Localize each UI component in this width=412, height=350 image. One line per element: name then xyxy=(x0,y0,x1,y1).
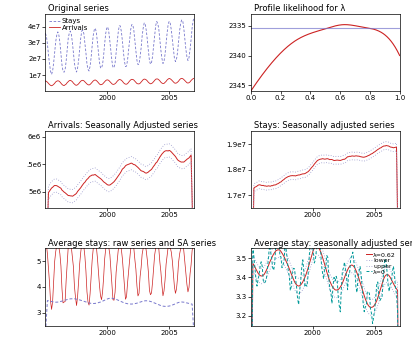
upper xyxy=(294,275,299,279)
λ=0.62 xyxy=(270,254,275,258)
Legend: λ=0.62, lower, upper, λ=0: λ=0.62, lower, upper, λ=0 xyxy=(365,252,396,275)
Stays xyxy=(150,54,155,58)
upper xyxy=(314,236,319,240)
upper xyxy=(356,266,360,270)
lower xyxy=(270,261,275,266)
Stays xyxy=(192,16,197,20)
upper xyxy=(371,296,376,301)
λ=0 xyxy=(270,265,275,270)
Line: λ=0: λ=0 xyxy=(251,231,400,350)
Text: Average stays: raw series and SA series: Average stays: raw series and SA series xyxy=(48,239,216,247)
λ=0.62 xyxy=(294,283,299,287)
Arrivals xyxy=(66,79,71,84)
Legend: Stays, Arrivals: Stays, Arrivals xyxy=(49,18,89,32)
Arrivals xyxy=(192,76,197,80)
λ=0.62 xyxy=(369,305,374,309)
Text: Arrivals: Seasonally Adjusted series: Arrivals: Seasonally Adjusted series xyxy=(48,121,198,131)
Line: lower: lower xyxy=(251,254,400,350)
Line: λ=0.62: λ=0.62 xyxy=(251,246,400,350)
upper xyxy=(270,246,275,250)
Stays xyxy=(54,33,59,37)
Stays xyxy=(90,44,95,48)
Line: upper: upper xyxy=(251,238,400,350)
lower xyxy=(294,290,299,295)
Arrivals xyxy=(54,79,59,83)
λ=0.62 xyxy=(371,304,376,308)
Arrivals xyxy=(150,81,155,85)
lower xyxy=(369,313,374,317)
λ=0 xyxy=(259,260,264,264)
λ=0.62 xyxy=(314,244,319,248)
Stays xyxy=(43,31,48,35)
Stays xyxy=(166,22,171,26)
Arrivals xyxy=(49,84,54,88)
Arrivals xyxy=(166,77,171,81)
lower xyxy=(314,252,319,256)
λ=0 xyxy=(356,276,360,280)
Stays xyxy=(49,72,54,76)
Stays xyxy=(66,36,71,41)
λ=0 xyxy=(369,312,374,316)
upper xyxy=(369,298,374,302)
Text: Stays: Seasonally adjusted series: Stays: Seasonally adjusted series xyxy=(254,121,394,131)
λ=0.62 xyxy=(356,273,360,278)
Text: Average stay: seasonally adjusted series: Average stay: seasonally adjusted series xyxy=(254,239,412,247)
Arrivals xyxy=(43,79,48,83)
λ=0 xyxy=(294,285,299,289)
Line: Stays: Stays xyxy=(45,18,194,74)
lower xyxy=(356,281,360,285)
Text: Original series: Original series xyxy=(48,4,109,13)
lower xyxy=(371,312,376,316)
Line: Arrivals: Arrivals xyxy=(45,78,194,86)
lower xyxy=(259,282,264,286)
Stays xyxy=(164,42,169,46)
Arrivals xyxy=(164,79,169,83)
Arrivals xyxy=(90,80,95,84)
λ=0.62 xyxy=(259,274,264,278)
λ=0 xyxy=(317,229,322,233)
Text: Profile likelihood for λ: Profile likelihood for λ xyxy=(254,4,345,13)
upper xyxy=(259,266,264,271)
λ=0 xyxy=(371,315,376,320)
